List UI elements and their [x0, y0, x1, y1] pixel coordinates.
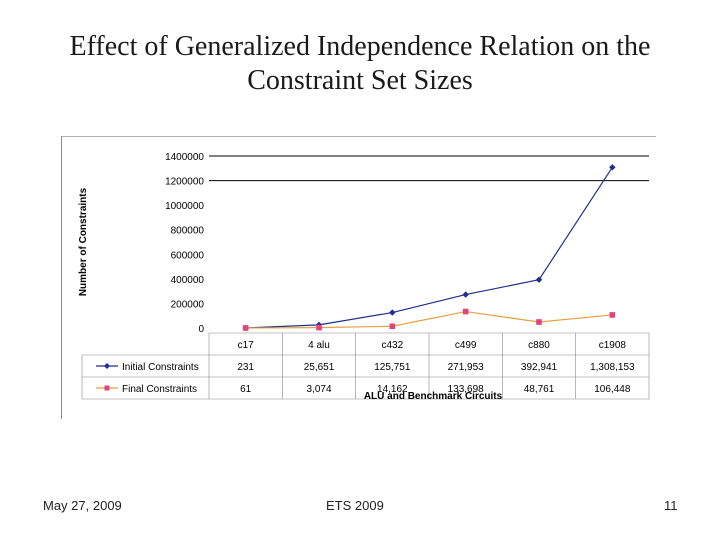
- data-label: 133,698: [448, 384, 485, 395]
- slide-title-line1: Effect of Generalized Independence Relat…: [69, 31, 651, 62]
- line-chart: 0 200000 400000 600000 800000 1000000 1200000 1…: [78, 152, 650, 402]
- legend-label: Final Constraints: [122, 384, 197, 395]
- data-point: [609, 164, 616, 171]
- data-label: 25,651: [304, 362, 335, 373]
- x-category-label: c17: [238, 340, 255, 351]
- series-line: [245, 166, 613, 329]
- y-tick-label: 400000: [171, 275, 205, 286]
- legend-marker: [104, 363, 110, 369]
- data-point: [462, 308, 469, 315]
- data-label: 392,941: [521, 362, 558, 373]
- y-axis-title: Number of Constraints: [78, 187, 89, 296]
- y-tick-label: 1400000: [165, 152, 204, 163]
- x-axis-title: ALU and Benchmark Circuits: [364, 391, 503, 402]
- x-category-label: c1908: [599, 340, 627, 351]
- footer-date: May 27, 2009: [43, 498, 122, 513]
- data-label: 231: [237, 362, 254, 373]
- data-point: [242, 325, 249, 331]
- data-point: [316, 324, 322, 331]
- data-point: [462, 291, 469, 298]
- data-point: [389, 323, 396, 330]
- slide-title: Effect of Generalized Independence Relat…: [0, 30, 720, 98]
- data-point: [535, 276, 543, 283]
- legend-marker: [104, 385, 110, 391]
- y-tick-label: 0: [198, 324, 204, 335]
- legend-label: Initial Constraints: [122, 362, 199, 373]
- data-label: 271,953: [448, 362, 485, 373]
- data-point: [389, 309, 396, 316]
- data-label: 14,162: [377, 384, 408, 395]
- x-category-label: c880: [528, 340, 550, 351]
- data-label: 3,074: [306, 384, 331, 395]
- data-label: 1,308,153: [590, 362, 635, 373]
- data-label: 61: [240, 384, 252, 395]
- data-point: [609, 312, 616, 318]
- data-label: 106,448: [594, 384, 631, 395]
- x-category-label: c432: [381, 340, 403, 351]
- footer-center-text: ETS 2009: [326, 498, 384, 513]
- y-tick-label: 1000000: [165, 201, 204, 212]
- x-category-label: 4 alu: [308, 340, 330, 351]
- chart-frame: 0 200000 400000 600000 800000 1000000 1200000 1…: [61, 136, 656, 419]
- y-tick-label: 600000: [171, 250, 205, 261]
- y-tick-label: 1200000: [165, 177, 204, 188]
- data-label: 48,761: [524, 384, 555, 395]
- data-label: 125,751: [374, 362, 411, 373]
- x-category-label: c499: [455, 340, 477, 351]
- y-tick-label: 800000: [171, 226, 205, 237]
- series-line: [245, 310, 613, 329]
- data-point: [536, 319, 542, 325]
- y-tick-label: 200000: [171, 299, 205, 310]
- page-number: 11: [664, 498, 678, 513]
- slide-title-line2: Constraint Set Sizes: [247, 65, 473, 96]
